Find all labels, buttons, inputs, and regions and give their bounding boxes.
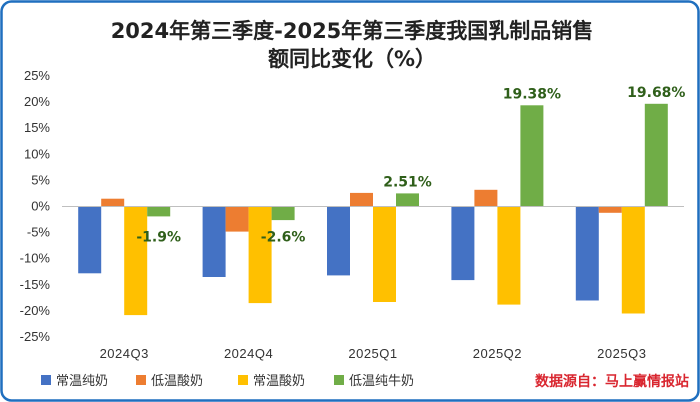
data-label: 19.38% [503,86,561,102]
y-tick-label: -15% [20,277,51,292]
bar-2 [350,192,373,207]
data-label: 19.68% [627,85,685,101]
legend-label: 低温酸奶 [151,374,203,389]
bar-3 [124,206,148,316]
chart-title-line-1: 2024年第三季度-2025年第三季度我国乳制品销售 [111,19,594,43]
legend-swatch [334,375,344,385]
bar-4 [271,206,295,221]
category-labels: 2024Q3 2024Q4 2025Q1 2025Q2 2025Q3 [100,346,646,361]
bar-3 [621,206,645,314]
y-tick-label: -5% [27,225,51,240]
bar-1 [327,206,350,276]
legend-swatch [41,375,51,385]
bar-4 [520,105,544,207]
bar-4 [147,206,171,217]
y-tick-label: 0% [31,199,50,214]
data-label: -2.6% [261,230,306,246]
chart-title-line-2: 额同比变化（%） [268,47,436,71]
legend-label: 常温酸奶 [253,374,305,389]
bar-1 [451,206,475,281]
data-labels: -1.9% -2.6% 2.51% 19.38% 19.68% [136,85,685,246]
category-label: 2024Q4 [224,346,273,361]
bar-1 [202,206,226,277]
category-label: 2025Q1 [348,346,397,361]
y-tick-label: 10% [24,146,50,161]
y-tick-label: -10% [20,251,51,266]
bar-series [78,103,668,316]
bar-3 [248,206,272,304]
bar-2 [598,206,622,213]
category-label: 2025Q3 [597,346,646,361]
legend-swatch [238,375,248,385]
y-tick-label: 20% [24,94,50,109]
y-tick-label: -25% [20,329,51,344]
bar-1 [78,206,102,274]
bar-4 [644,103,668,207]
y-tick-label: 25% [24,68,50,83]
bar-3 [497,206,521,305]
bar-4 [396,193,419,207]
category-label: 2024Q3 [100,346,149,361]
category-label: 2025Q2 [473,346,522,361]
y-tick-label: -20% [20,303,51,318]
bar-2 [474,189,498,207]
legend-label: 常温纯奶 [56,374,108,389]
legend-swatch [136,375,146,385]
legend-label: 低温纯牛奶 [349,374,414,389]
bar-2 [101,198,125,207]
y-tick-label: 5% [31,172,50,187]
bar-2 [225,206,249,232]
data-label: -1.9% [136,230,181,246]
y-axis-ticks: 25% 20% 15% 10% 5% 0% -5% -10% -15% -20% -25% [20,68,51,344]
data-label: 2.51% [383,174,432,190]
y-tick-label: 15% [24,120,50,135]
source-text: 数据源自：马上赢情报站 [535,373,689,390]
bar-3 [373,206,396,302]
bar-1 [575,206,599,301]
legend: 常温纯奶 低温酸奶 常温酸奶 低温纯牛奶 [41,374,414,389]
